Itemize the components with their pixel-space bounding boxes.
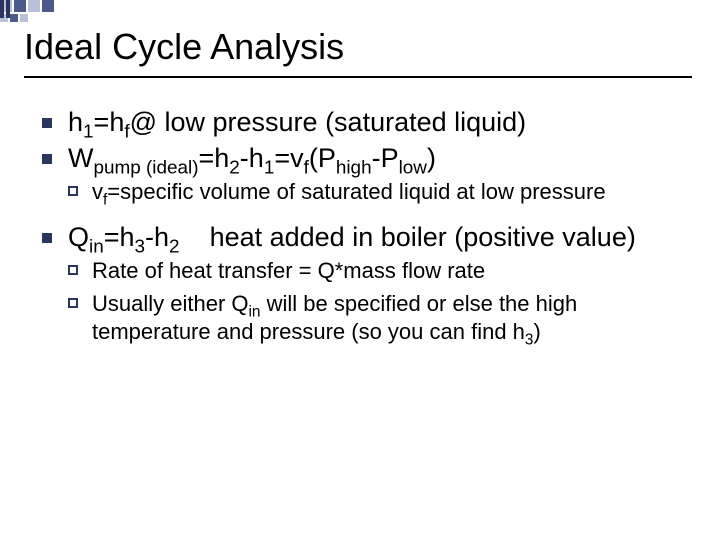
square-bullet-filled-icon [42,154,52,164]
bullet-level-1: h1=hf@ low pressure (saturated liquid) [42,106,700,140]
slide-content: Ideal Cycle Analysis h1=hf@ low pressure… [24,26,700,351]
bullet-text: Usually either Qin will be specified or … [92,291,577,344]
square-bullet-outline-icon [68,298,78,308]
bullet-list: h1=hf@ low pressure (saturated liquid) Wp… [24,106,700,345]
bullet-text: Rate of heat transfer = Q*mass flow rate [92,258,485,283]
bullet-level-2: Usually either Qin will be specified or … [68,290,700,345]
bullet-level-2: Rate of heat transfer = Q*mass flow rate [68,257,700,285]
bullet-text: vf=specific volume of saturated liquid a… [92,179,606,204]
square-bullet-outline-icon [68,186,78,196]
bullet-text: h1=hf@ low pressure (saturated liquid) [68,107,526,137]
square-bullet-outline-icon [68,265,78,275]
slide-title: Ideal Cycle Analysis [24,26,700,68]
title-underline [24,76,692,78]
bullet-level-1: Wpump (ideal)=h2-h1=vf(Phigh-Plow) [42,142,700,176]
bullet-text: Qin=h3-h2 heat added in boiler (positive… [68,222,636,252]
bullet-level-2: vf=specific volume of saturated liquid a… [68,178,700,206]
bullet-text: Wpump (ideal)=h2-h1=vf(Phigh-Plow) [68,143,436,173]
bullet-level-1: Qin=h3-h2 heat added in boiler (positive… [42,221,700,255]
square-bullet-filled-icon [42,118,52,128]
square-bullet-filled-icon [42,233,52,243]
corner-decoration [0,0,160,20]
